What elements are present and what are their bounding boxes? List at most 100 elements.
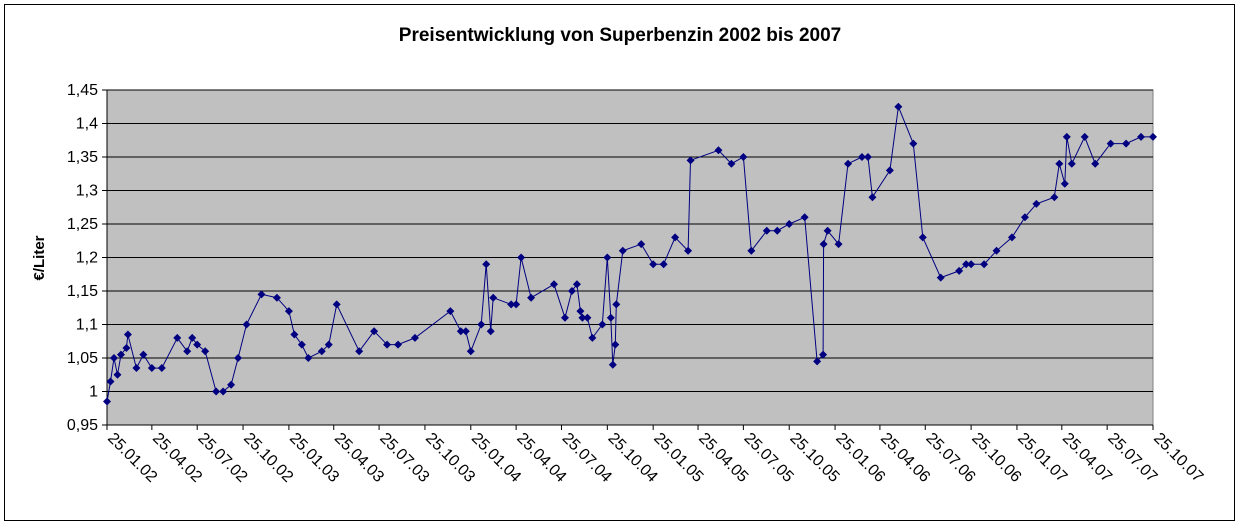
data-point [106,377,115,386]
data-point [489,293,498,302]
x-tick-label: 25.10.02 [240,430,296,486]
data-point [234,354,243,362]
data-point [834,240,843,249]
data-point [394,340,403,349]
x-tick-label: 25.07.06 [922,430,978,486]
chart-title: Preisentwicklung von Superbenzin 2002 bi… [399,25,841,46]
y-tick-label: 0,95 [67,417,98,434]
data-point [936,273,945,282]
data-point [370,327,379,336]
data-point [1007,233,1016,242]
y-tick-label: 1,05 [67,350,98,367]
data-point [588,333,597,342]
data-point [219,387,228,396]
data-point [762,226,771,235]
data-point [606,313,615,322]
y-tick-label: 1,15 [67,283,98,300]
data-point [863,153,872,161]
data-point [122,343,131,352]
data-point [466,347,475,356]
y-axis-label: €/Liter [31,235,48,280]
data-point [173,333,182,342]
y-tick-label: 1,2 [76,250,98,267]
data-point [686,156,695,165]
y-tick-label: 1 [89,384,98,401]
data-point [332,300,341,309]
y-tick-label: 1,25 [67,216,98,233]
data-point [477,320,486,329]
x-tick-label: 25.07.02 [194,430,250,486]
data-point [918,233,927,242]
y-tick-label: 1,3 [76,183,98,200]
y-tick-label: 1,4 [76,116,98,133]
data-point [183,347,192,356]
x-tick-label: 25.07.03 [376,430,432,486]
data-point [1080,132,1089,141]
data-point [603,253,612,262]
data-point [1050,193,1059,202]
data-point [598,320,607,329]
data-point [637,240,646,249]
y-tick-labels: 0,95 1 1,05 1,1 1,15 1,2 1,25 1,3 1,35 1,4 1,45 [67,82,98,434]
data-point [109,354,118,362]
data-point [1149,132,1157,141]
data-point [227,380,236,389]
data-point [517,253,526,262]
data-point [123,330,132,339]
data-point [684,246,693,255]
data-point [1067,159,1076,168]
data-point [962,260,971,269]
data-point [139,350,148,359]
data-point [482,260,491,269]
data-point [324,340,333,349]
data-point [1106,139,1115,148]
data-point [567,287,576,295]
data-point [773,226,782,235]
data-point [1020,213,1029,222]
x-tick-label: 25.10.03 [422,430,478,486]
data-point [317,347,326,356]
data-point [572,280,581,289]
data-point [257,290,266,299]
x-tick-label: 25.10.06 [968,430,1024,486]
data-point [576,307,585,316]
data-point [193,340,202,349]
x-tick-label: 25.07.07 [1104,430,1160,486]
data-point [868,193,877,202]
data-point [611,340,620,349]
data-point [157,364,166,373]
data-point [813,357,822,366]
data-point [410,333,419,342]
data-point [1122,139,1131,148]
data-point [747,246,756,255]
data-point [819,350,828,359]
data-point [272,293,281,302]
x-tick-label: 25.10.05 [786,430,842,486]
data-point [955,266,964,275]
data-point [909,139,918,148]
data-point [618,246,627,255]
x-tick-labels: 25.01.0225.04.0225.07.0225.10.0225.01.03… [104,430,1206,486]
data-point [103,397,111,406]
data-point [461,327,470,336]
data-point [1091,159,1100,168]
data-point [857,153,866,161]
data-point [823,226,832,235]
data-point [147,364,156,373]
price-series [103,102,1157,406]
data-point [992,246,1001,255]
data-point [844,159,853,168]
data-point [800,213,809,222]
data-point [304,354,313,362]
data-point [212,387,221,396]
data-point [583,313,592,322]
data-point [608,360,617,369]
data-point [297,340,306,349]
data-point [785,220,794,228]
y-tick-label: 1,35 [67,149,98,166]
data-point [578,313,587,322]
data-point [659,260,668,269]
data-point [1032,199,1041,208]
data-point [486,327,495,336]
data-point [383,340,392,349]
